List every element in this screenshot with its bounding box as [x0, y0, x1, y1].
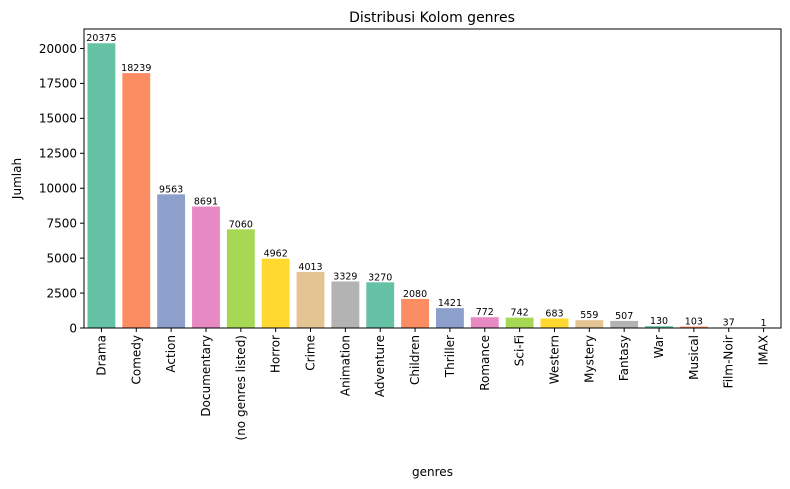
bar-sci-fi: [505, 317, 534, 328]
y-tick-label: 10000: [39, 182, 77, 196]
data-label: 1: [761, 318, 767, 329]
x-tick-label: Mystery: [582, 335, 596, 383]
bar-war: [645, 326, 673, 328]
x-tick-label: War: [652, 335, 666, 358]
data-label: 507: [615, 311, 633, 322]
x-tick-label: Sci-Fi: [513, 335, 527, 366]
data-label: 1421: [438, 298, 462, 309]
x-tick-label: Horror: [269, 335, 283, 373]
data-label: 18239: [121, 63, 151, 74]
bar-documentary: [192, 206, 220, 328]
x-tick-label: Film-Noir: [722, 335, 736, 388]
x-tick-label: Fantasy: [617, 335, 631, 381]
data-label: 2080: [403, 289, 427, 300]
value-labels: 20375 18239 9563 8691 7060 4962 4013 3329 3270 20…: [86, 33, 766, 329]
chart-title: Distribusi Kolom genres: [349, 10, 515, 26]
data-label: 9563: [159, 184, 183, 195]
x-tick-label: Thriller: [443, 335, 457, 378]
data-label: 4962: [264, 249, 288, 260]
y-tick-label: 7500: [46, 216, 77, 230]
x-axis: Drama Comedy Action Documentary (no genres l…: [94, 328, 771, 440]
data-label: 37: [723, 317, 735, 328]
bar-crime: [296, 271, 325, 328]
x-tick-label: (no genres listed): [234, 335, 248, 440]
bars: [87, 43, 778, 329]
x-tick-label: Musical: [687, 335, 701, 380]
y-axis: 0 2500 5000 7500 10000 12500 15000 17500 20000: [39, 42, 84, 335]
y-tick-label: 5000: [46, 251, 77, 265]
bar-romance: [470, 317, 499, 328]
y-tick-label: 15000: [39, 112, 77, 126]
x-tick-label: Romance: [478, 335, 492, 391]
x-tick-label: Adventure: [373, 335, 387, 397]
bar-action: [157, 194, 186, 328]
x-tick-label: IMAX: [757, 335, 771, 365]
bar-comedy: [122, 73, 151, 328]
data-label: 3270: [368, 272, 392, 283]
bar-musical: [679, 326, 708, 328]
x-tick-label: Western: [547, 335, 561, 384]
bar-animation: [331, 281, 360, 328]
data-label: 4013: [298, 262, 322, 273]
x-tick-label: Animation: [338, 335, 352, 396]
y-tick-label: 0: [69, 321, 77, 335]
x-tick-label: Drama: [94, 335, 108, 376]
data-label: 20375: [86, 33, 116, 44]
x-tick-label: Action: [164, 335, 178, 373]
y-tick-label: 2500: [46, 286, 77, 300]
x-axis-label: genres: [412, 465, 453, 479]
data-label: 130: [650, 316, 668, 327]
bar-western: [540, 318, 569, 328]
y-tick-label: 20000: [39, 42, 77, 56]
x-tick-label: Comedy: [129, 335, 143, 385]
data-label: 559: [580, 310, 598, 321]
bar-thriller: [435, 308, 464, 328]
bar-horror: [261, 258, 290, 328]
data-label: 772: [476, 307, 494, 318]
plot-frame: [83, 28, 782, 329]
data-label: 3329: [333, 271, 357, 282]
bar-drama: [87, 43, 116, 329]
data-label: 7060: [229, 219, 253, 230]
bar-adventure: [366, 282, 395, 328]
data-label: 8691: [194, 197, 218, 208]
y-tick-label: 12500: [39, 147, 77, 161]
bar-children: [401, 298, 430, 328]
x-tick-label: Crime: [304, 335, 318, 371]
bar-fantasy: [610, 320, 639, 328]
bar-no-genres-listed: [226, 229, 255, 328]
bar-mystery: [575, 320, 604, 328]
y-axis-label: Jumlah: [10, 158, 24, 200]
data-label: 742: [511, 308, 529, 319]
data-label: 103: [685, 317, 703, 328]
x-tick-label: Children: [408, 335, 422, 385]
y-tick-label: 17500: [39, 77, 77, 91]
data-label: 683: [545, 308, 563, 319]
x-tick-label: Documentary: [199, 335, 213, 417]
